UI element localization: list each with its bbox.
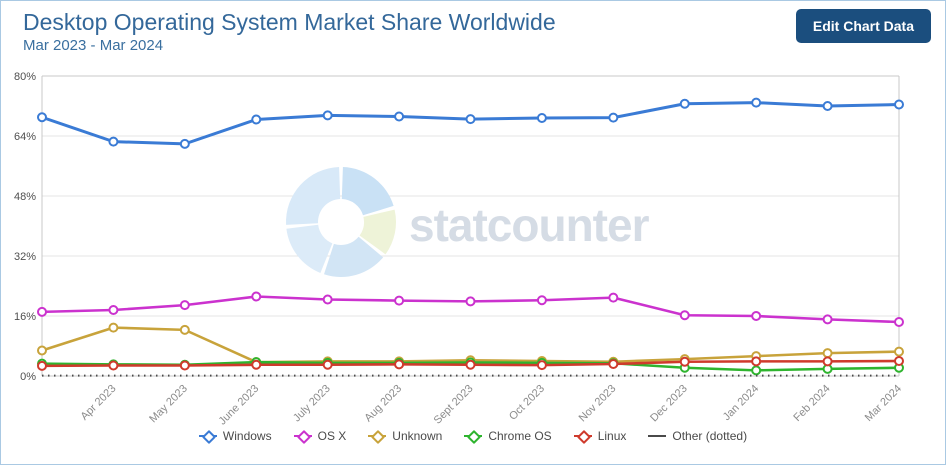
x-axis-tick-label: Nov 2023 — [577, 383, 619, 425]
legend-item-other-dotted[interactable]: Other (dotted) — [648, 429, 747, 443]
data-point-linux[interactable] — [751, 356, 762, 367]
y-axis-tick-label: 16% — [14, 311, 36, 323]
data-point-os-x[interactable] — [37, 306, 47, 317]
legend-item-linux[interactable]: Linux — [573, 429, 627, 445]
x-axis-tick-label: June 2023 — [217, 383, 262, 428]
x-axis-tick-label: Sept 2023 — [432, 383, 476, 427]
data-point-unknown[interactable] — [179, 324, 190, 335]
data-point-unknown[interactable] — [37, 345, 47, 356]
legend-label: Linux — [597, 429, 627, 443]
watermark-donut-segment — [286, 224, 333, 273]
y-axis-tick-label: 80% — [14, 71, 36, 83]
statcounter-watermark: statcounter — [286, 167, 651, 277]
x-axis-tick-label: Mar 2024 — [863, 383, 904, 424]
data-point-windows[interactable] — [608, 112, 619, 123]
data-point-windows[interactable] — [751, 97, 762, 108]
watermark-donut-segment — [359, 209, 396, 255]
data-point-linux[interactable] — [608, 359, 619, 369]
legend-diamond-icon-windows — [198, 429, 217, 445]
watermark-donut-segment — [286, 167, 341, 225]
data-point-unknown[interactable] — [822, 348, 833, 359]
data-point-os-x[interactable] — [608, 292, 619, 303]
data-point-linux[interactable] — [108, 360, 119, 371]
x-axis-tick-label: Aug 2023 — [362, 383, 404, 425]
x-axis-tick-label: Apr 2023 — [78, 383, 118, 423]
data-point-windows[interactable] — [822, 101, 833, 111]
line-chart-canvas[interactable]: 0% 16% 32% 48% 64% 80% statcounter Apr 2023 May … — [1, 59, 945, 431]
data-point-os-x[interactable] — [536, 295, 547, 306]
data-point-windows[interactable] — [37, 112, 47, 123]
data-point-windows[interactable] — [179, 138, 190, 149]
data-point-linux[interactable] — [536, 360, 547, 371]
data-point-windows[interactable] — [679, 98, 690, 109]
watermark-donut-segment — [341, 167, 394, 216]
legend-diamond-icon-linux — [573, 429, 592, 445]
date-range-subtitle: Mar 2023 - Mar 2024 — [23, 37, 164, 55]
y-axis-tick-label: 64% — [14, 131, 36, 143]
legend-label: Chrome OS — [488, 429, 552, 443]
data-point-linux[interactable] — [465, 359, 476, 370]
x-axis-tick-label: Oct 2023 — [507, 383, 547, 423]
chart-header: Desktop Operating System Market Share Wo… — [1, 1, 945, 61]
data-point-windows[interactable] — [251, 114, 262, 125]
data-point-linux[interactable] — [179, 360, 190, 371]
legend-diamond-icon-unknown — [368, 429, 387, 445]
y-axis-tick-label: 32% — [14, 251, 36, 263]
legend-label: Other (dotted) — [672, 429, 748, 443]
legend-label: OS X — [317, 429, 347, 443]
data-point-windows[interactable] — [465, 114, 476, 125]
x-axis-tick-label: May 2023 — [147, 383, 190, 426]
data-point-unknown[interactable] — [894, 346, 904, 357]
data-point-unknown[interactable] — [108, 322, 119, 333]
data-point-os-x[interactable] — [108, 305, 119, 315]
legend-item-os-x[interactable]: OS X — [293, 429, 347, 445]
data-point-windows[interactable] — [536, 113, 547, 123]
data-point-linux[interactable] — [37, 360, 47, 371]
data-point-linux[interactable] — [679, 356, 690, 367]
watermark-donut-segment — [324, 236, 384, 277]
edit-chart-data-button[interactable]: Edit Chart Data — [795, 9, 931, 43]
legend-diamond-icon-os-x — [293, 429, 312, 445]
page-title: Desktop Operating System Market Share Wo… — [23, 9, 556, 35]
data-point-os-x[interactable] — [179, 300, 190, 311]
legend-item-chrome-os[interactable]: Chrome OS — [464, 429, 552, 445]
x-axis-tick-label: Jan 2024 — [721, 383, 761, 423]
y-axis-tick-label: 0% — [20, 371, 36, 383]
data-point-linux[interactable] — [394, 359, 405, 370]
data-point-linux[interactable] — [822, 356, 833, 367]
data-point-os-x[interactable] — [465, 296, 476, 307]
x-axis-tick-label: July 2023 — [291, 383, 333, 425]
data-point-os-x[interactable] — [251, 291, 262, 302]
x-axis-tick-label: Feb 2024 — [791, 383, 832, 424]
legend-diamond-icon-chrome-os — [464, 429, 483, 445]
legend-dash-icon — [648, 430, 667, 442]
data-point-os-x[interactable] — [894, 317, 904, 327]
data-point-windows[interactable] — [394, 111, 405, 122]
legend-label: Windows — [222, 429, 272, 443]
legend-item-unknown[interactable]: Unknown — [368, 429, 443, 445]
data-point-chrome-os[interactable] — [751, 365, 762, 376]
data-point-windows[interactable] — [108, 136, 119, 147]
data-point-linux[interactable] — [894, 356, 904, 366]
data-point-os-x[interactable] — [822, 314, 833, 325]
data-point-os-x[interactable] — [679, 310, 690, 321]
chart-legend: Windows OS X Unknown Chrome OS Linux Other (d… — [1, 429, 945, 445]
data-point-os-x[interactable] — [322, 294, 333, 305]
data-point-linux[interactable] — [251, 359, 262, 370]
data-point-windows[interactable] — [322, 110, 333, 121]
y-axis-tick-label: 48% — [14, 191, 36, 203]
data-point-linux[interactable] — [322, 359, 333, 370]
data-point-os-x[interactable] — [751, 311, 762, 321]
data-point-os-x[interactable] — [394, 295, 405, 306]
x-axis-tick-label: Dec 2023 — [648, 383, 690, 425]
legend-label: Unknown — [392, 429, 443, 443]
data-point-windows[interactable] — [894, 99, 904, 110]
watermark-text: statcounter — [409, 199, 650, 251]
legend-item-windows[interactable]: Windows — [198, 429, 272, 445]
